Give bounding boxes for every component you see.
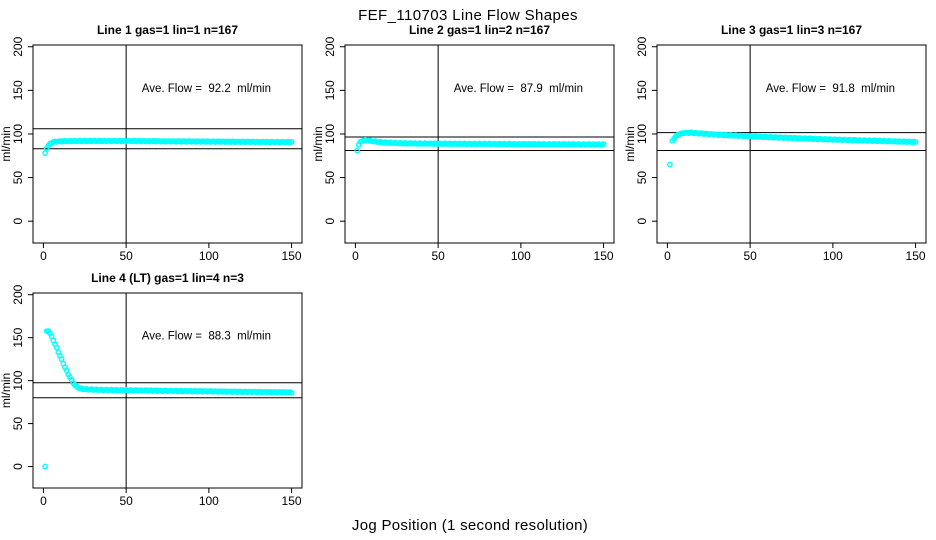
plot-box xyxy=(656,44,927,244)
y-tick-label: 150 xyxy=(635,80,649,100)
figure-title: FEF_110703 Line Flow Shapes xyxy=(358,7,578,24)
x-tick-label: 100 xyxy=(511,249,531,263)
panel-title: Line 4 (LT) gas=1 lin=4 n=3 xyxy=(91,271,244,285)
outlier-point xyxy=(42,150,48,157)
plot-box xyxy=(32,44,303,244)
x-tick-label: 50 xyxy=(119,494,133,508)
x-tick-label: 0 xyxy=(352,249,359,263)
x-tick-label: 0 xyxy=(664,249,671,263)
panel-4: Line 4 (LT) gas=1 lin=4 n=3 0 50 100 150 0 50 1… xyxy=(0,271,303,508)
data-point xyxy=(53,344,60,351)
panel-1: Line 1 gas=1 lin=1 n=167 0 50 100 150 0 50 100 1… xyxy=(0,23,303,263)
x-tick-label: 150 xyxy=(282,249,302,263)
panel-title: Line 2 gas=1 lin=2 n=167 xyxy=(409,23,550,37)
outlier-point xyxy=(667,161,673,168)
x-tick-label: 100 xyxy=(823,249,843,263)
y-tick-label: 50 xyxy=(635,171,649,185)
y-tick-label: 0 xyxy=(635,218,649,225)
y-tick-label: 50 xyxy=(11,171,25,185)
y-tick-label: 100 xyxy=(11,124,25,144)
x-tick-label: 150 xyxy=(282,494,302,508)
x-tick-label: 0 xyxy=(40,494,47,508)
plot-box xyxy=(32,292,303,489)
data-points xyxy=(42,137,295,157)
data-point xyxy=(58,356,65,363)
y-tick-label: 50 xyxy=(323,171,337,185)
y-tick-label: 0 xyxy=(11,218,25,225)
y-tick-label: 200 xyxy=(323,36,337,56)
data-point xyxy=(288,138,295,145)
data-points xyxy=(667,129,919,168)
ave-flow-annotation: Ave. Flow = 87.9 ml/min xyxy=(454,83,583,95)
ave-flow-annotation: Ave. Flow = 92.2 ml/min xyxy=(142,83,271,95)
y-tick-label: 200 xyxy=(11,36,25,56)
y-axis-label: ml/min xyxy=(0,126,13,161)
y-axis-label: ml/min xyxy=(0,373,13,408)
outlier-point xyxy=(354,147,360,154)
y-tick-label: 0 xyxy=(11,463,25,470)
panel-3: Line 3 gas=1 lin=3 n=167 0 50 100 150 0 50 100 1… xyxy=(623,23,927,263)
panel-2: Line 2 gas=1 lin=2 n=167 0 50 100 150 0 50 100 1… xyxy=(311,23,615,263)
y-tick-label: 150 xyxy=(323,80,337,100)
x-axis-title: Jog Position (1 second resolution) xyxy=(351,517,589,534)
data-point xyxy=(600,141,607,148)
plot-box xyxy=(344,44,615,244)
x-tick-label: 50 xyxy=(431,249,445,263)
y-axis-label: ml/min xyxy=(623,126,637,161)
data-points xyxy=(42,328,295,470)
x-tick-label: 50 xyxy=(743,249,757,263)
y-tick-label: 100 xyxy=(635,124,649,144)
panel-title: Line 1 gas=1 lin=1 n=167 xyxy=(97,23,238,37)
x-tick-label: 150 xyxy=(594,249,614,263)
outlier-point xyxy=(42,463,48,470)
data-point xyxy=(912,139,919,146)
y-tick-label: 100 xyxy=(11,370,25,390)
y-tick-label: 0 xyxy=(323,218,337,225)
y-tick-label: 150 xyxy=(11,80,25,100)
ave-flow-annotation: Ave. Flow = 88.3 ml/min xyxy=(142,330,271,342)
x-tick-label: 100 xyxy=(199,494,219,508)
y-tick-label: 200 xyxy=(635,36,649,56)
x-tick-label: 150 xyxy=(906,249,926,263)
y-axis-label: ml/min xyxy=(311,126,325,161)
y-tick-label: 50 xyxy=(11,417,25,431)
y-tick-label: 200 xyxy=(11,284,25,304)
x-tick-label: 50 xyxy=(119,249,133,263)
data-points xyxy=(354,136,607,154)
ave-flow-annotation: Ave. Flow = 91.8 ml/min xyxy=(766,83,895,95)
y-tick-label: 100 xyxy=(323,124,337,144)
x-tick-label: 0 xyxy=(40,249,47,263)
y-tick-label: 150 xyxy=(11,327,25,347)
x-tick-label: 100 xyxy=(199,249,219,263)
data-point xyxy=(288,389,295,396)
panel-title: Line 3 gas=1 lin=3 n=167 xyxy=(721,23,862,37)
